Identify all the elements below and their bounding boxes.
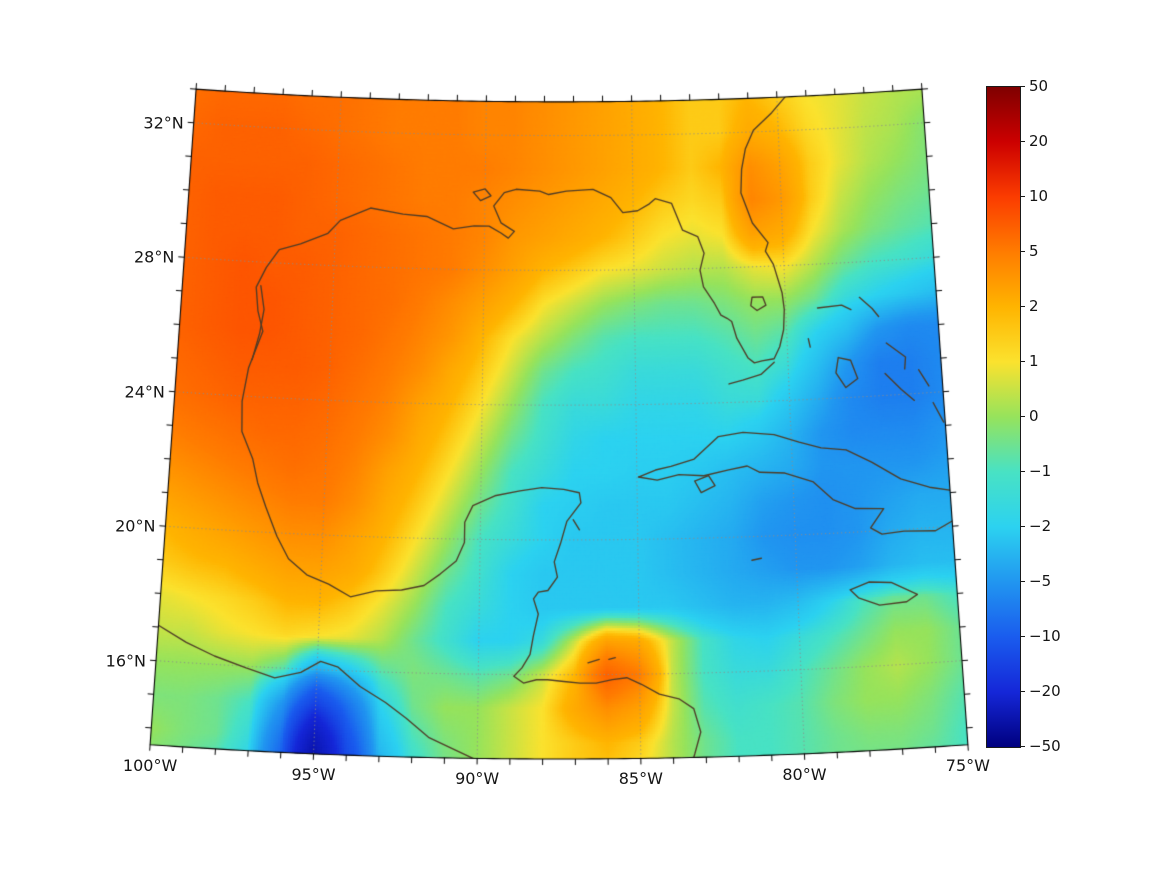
colorbar-gradient [987,87,1020,747]
colorbar [986,86,1021,748]
